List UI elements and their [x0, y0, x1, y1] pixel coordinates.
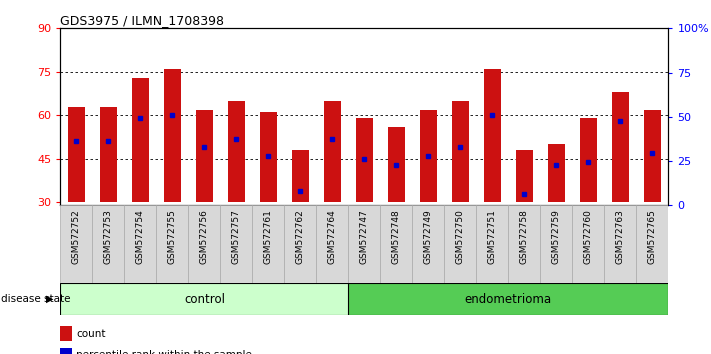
Bar	[60, 283, 348, 315]
Bar	[196, 110, 213, 202]
Bar	[476, 205, 508, 283]
Text: GSM572760: GSM572760	[584, 209, 593, 264]
Text: GSM572765: GSM572765	[648, 209, 657, 264]
Text: ▶: ▶	[46, 294, 53, 304]
Bar	[515, 150, 533, 202]
Text: disease state: disease state	[1, 294, 70, 304]
Bar	[132, 78, 149, 202]
Bar	[100, 107, 117, 202]
Bar	[260, 113, 277, 202]
Text: GSM572762: GSM572762	[296, 209, 305, 264]
Bar	[419, 110, 437, 202]
Bar	[611, 92, 629, 202]
Bar	[572, 205, 604, 283]
Text: GSM572764: GSM572764	[328, 209, 337, 264]
Bar	[579, 118, 597, 202]
Bar	[604, 205, 636, 283]
Bar	[316, 205, 348, 283]
Bar	[324, 101, 341, 202]
Text: GSM572753: GSM572753	[104, 209, 113, 264]
Bar	[643, 110, 661, 202]
Text: GSM572754: GSM572754	[136, 209, 145, 264]
Bar	[156, 205, 188, 283]
Bar	[380, 205, 412, 283]
Bar	[188, 205, 220, 283]
Text: GDS3975 / ILMN_1708398: GDS3975 / ILMN_1708398	[60, 14, 225, 27]
Bar	[636, 205, 668, 283]
Bar	[92, 205, 124, 283]
Text: count: count	[76, 329, 105, 339]
Bar	[547, 144, 565, 202]
Text: endometrioma: endometrioma	[465, 293, 552, 306]
Text: GSM572749: GSM572749	[424, 209, 433, 264]
Bar	[164, 69, 181, 202]
Text: GSM572747: GSM572747	[360, 209, 369, 264]
Bar	[60, 348, 72, 354]
Bar	[387, 127, 405, 202]
Text: GSM572751: GSM572751	[488, 209, 497, 264]
Text: GSM572758: GSM572758	[520, 209, 529, 264]
Bar	[451, 101, 469, 202]
Bar	[60, 205, 92, 283]
Text: GSM572750: GSM572750	[456, 209, 465, 264]
Text: percentile rank within the sample: percentile rank within the sample	[76, 350, 252, 354]
Bar	[348, 283, 668, 315]
Bar	[68, 107, 85, 202]
Bar	[284, 205, 316, 283]
Bar	[60, 326, 72, 341]
Bar	[292, 150, 309, 202]
Text: GSM572752: GSM572752	[72, 209, 81, 264]
Text: control: control	[184, 293, 225, 306]
Text: GSM572748: GSM572748	[392, 209, 401, 264]
Bar	[540, 205, 572, 283]
Bar	[444, 205, 476, 283]
Text: GSM572755: GSM572755	[168, 209, 177, 264]
Text: GSM572761: GSM572761	[264, 209, 273, 264]
Text: GSM572756: GSM572756	[200, 209, 209, 264]
Text: GSM572763: GSM572763	[616, 209, 625, 264]
Bar	[348, 205, 380, 283]
Bar	[412, 205, 444, 283]
Bar	[228, 101, 245, 202]
Bar	[252, 205, 284, 283]
Bar	[124, 205, 156, 283]
Text: GSM572759: GSM572759	[552, 209, 561, 264]
Text: GSM572757: GSM572757	[232, 209, 241, 264]
Bar	[508, 205, 540, 283]
Bar	[356, 118, 373, 202]
Bar	[220, 205, 252, 283]
Bar	[483, 69, 501, 202]
